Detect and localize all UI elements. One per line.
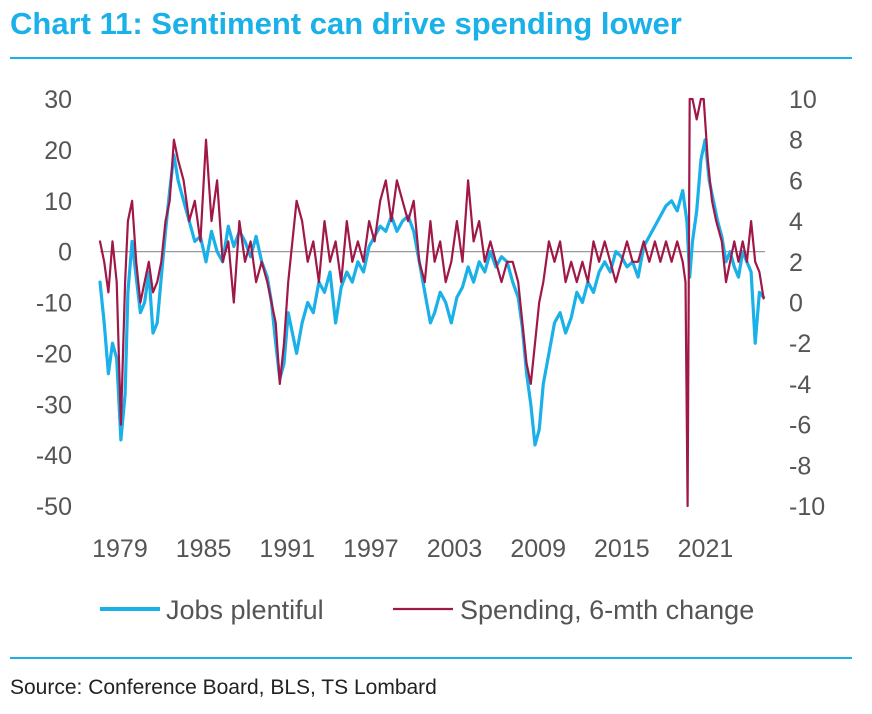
left-tick-label: 10 [44,188,72,216]
legend-label-spending: Spending, 6-mth change [460,595,754,625]
source-note: Source: Conference Board, BLS, TS Lombar… [10,676,437,699]
x-tick-label: 2003 [427,535,483,563]
right-tick-label: 4 [789,208,803,236]
right-tick-label: 2 [789,249,803,277]
x-tick-label: 2021 [678,535,734,563]
chart-title: Chart 11: Sentiment can drive spending l… [10,6,682,41]
jobs-plentiful-line [98,138,766,447]
right-tick-label: -2 [789,330,811,358]
left-tick-label: -50 [36,493,72,521]
left-tick-label: -10 [36,290,72,318]
spending-line [98,97,765,508]
right-tick-label: 8 [789,127,803,155]
right-tick-label: -8 [789,452,811,480]
left-tick-label: -30 [36,391,72,419]
series-layer [98,97,766,508]
right-tick-label: -4 [789,371,811,399]
x-axis: 1979 1985 1991 1997 2003 2009 2015 2021 [92,535,733,563]
x-tick-label: 1997 [343,535,399,563]
right-axis: 10 8 6 4 2 0 -2 -4 -6 -8 -10 [789,86,825,521]
right-tick-label: -10 [789,493,825,521]
legend-label-jobs: Jobs plentiful [166,595,324,625]
legend: Jobs plentiful Spending, 6-mth change [100,595,754,625]
title-rule [10,57,852,59]
x-tick-label: 2015 [594,535,650,563]
x-tick-label: 2009 [510,535,566,563]
left-tick-label: 0 [58,239,72,267]
right-tick-label: 10 [789,86,817,114]
right-tick-label: 0 [789,290,803,318]
left-axis: 30 20 10 0 -10 -20 -30 -40 -50 [36,86,72,521]
left-tick-label: 20 [44,137,72,165]
left-tick-label: 30 [44,86,72,114]
right-tick-label: 6 [789,167,803,195]
left-tick-label: -40 [36,442,72,470]
source-rule [10,657,852,659]
right-tick-label: -6 [789,412,811,440]
left-tick-label: -20 [36,340,72,368]
x-tick-label: 1985 [176,535,232,563]
x-tick-label: 1991 [259,535,315,563]
x-tick-label: 1979 [92,535,148,563]
